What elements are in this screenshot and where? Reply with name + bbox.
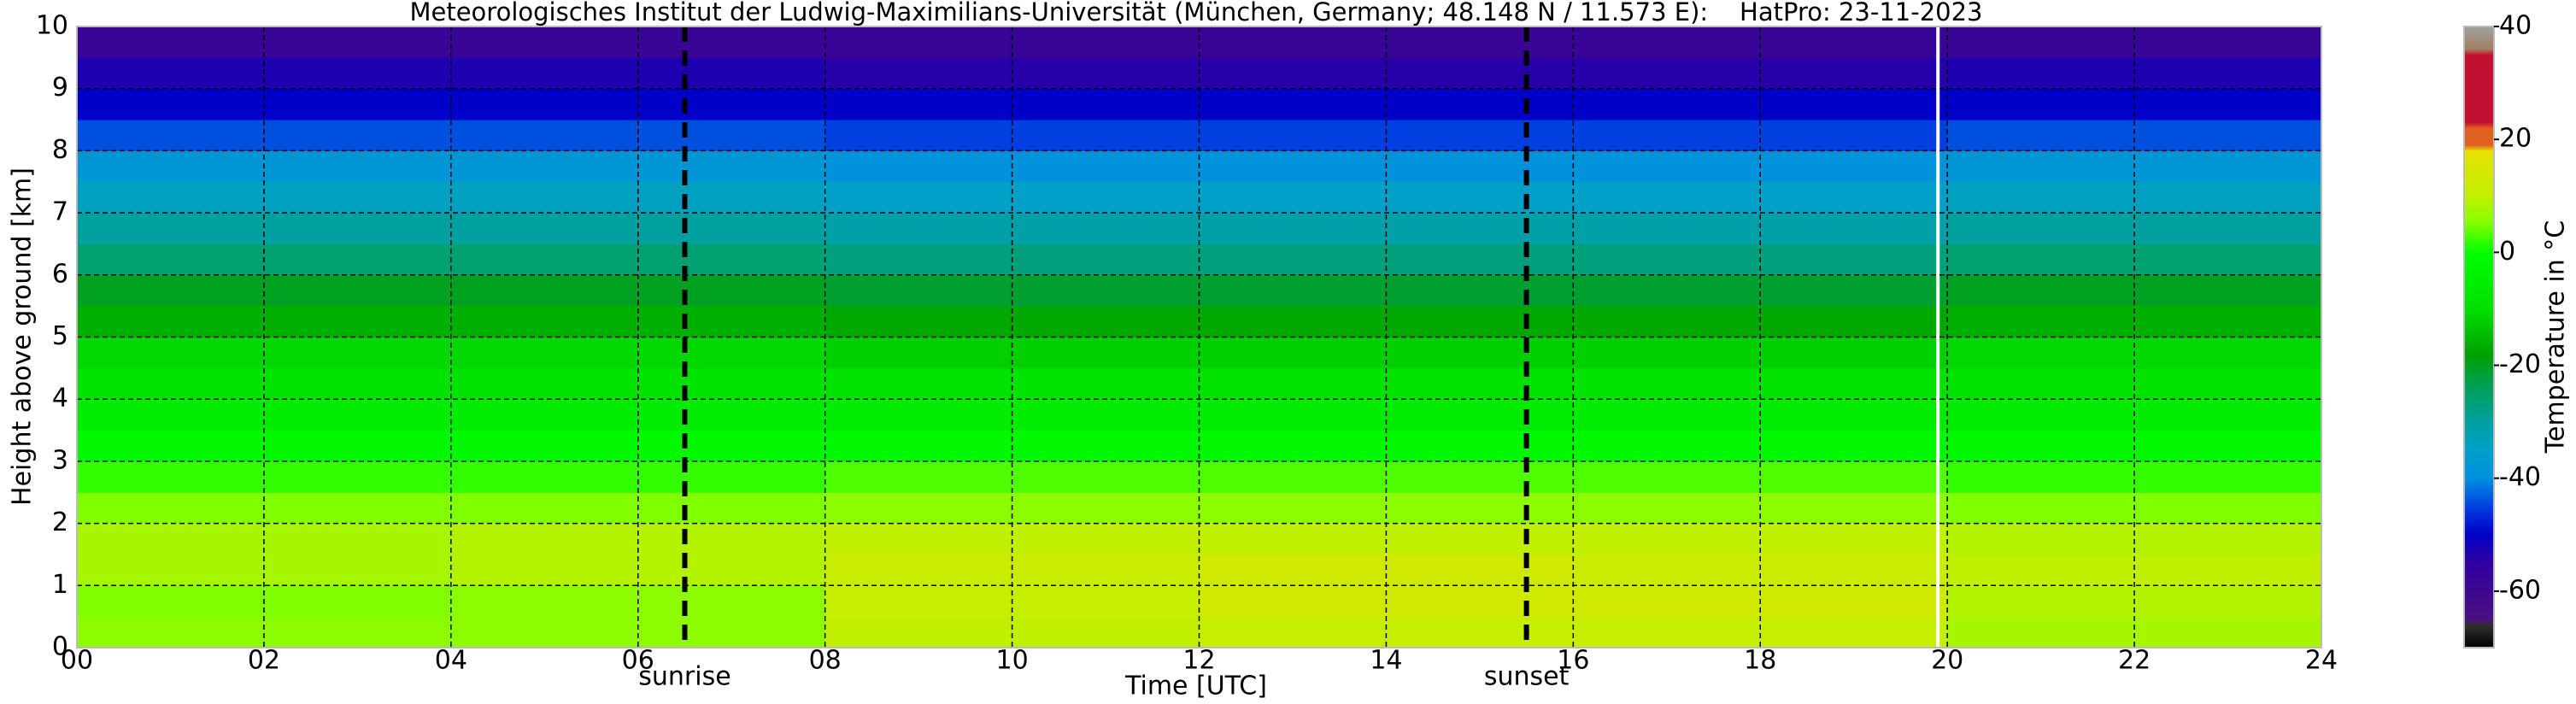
chart-title: Meteorologisches Institut der Ludwig-Max… xyxy=(409,0,1982,26)
x-tick-label: 06 xyxy=(622,646,654,676)
colorbar-segment xyxy=(2464,196,2494,225)
y-tick-label: 5 xyxy=(52,321,68,351)
colorbar-segment xyxy=(2464,224,2494,253)
colorbar-segment xyxy=(2464,127,2494,146)
colorbar-segment xyxy=(2464,354,2494,378)
colorbar-segment xyxy=(2464,49,2494,56)
x-tick-label: 18 xyxy=(1744,646,1776,676)
colorbar-segment xyxy=(2464,449,2494,479)
annotation-label: sunset xyxy=(1484,662,1570,692)
x-tick-label: 24 xyxy=(2305,646,2338,676)
colorbar-segment xyxy=(2464,619,2494,626)
x-tick-label: 04 xyxy=(435,646,467,676)
colorbar-tick-label: 40 xyxy=(2499,11,2532,41)
colorbar-segment xyxy=(2464,55,2494,123)
colorbar-label: Temperature in °C xyxy=(2541,220,2571,454)
y-tick-label: 0 xyxy=(52,632,68,662)
colorbar-segment xyxy=(2464,534,2494,564)
colorbar-tick-label: 0 xyxy=(2499,237,2515,267)
y-tick-label: 7 xyxy=(52,197,68,227)
y-tick-label: 4 xyxy=(52,384,68,414)
x-tick-label: 10 xyxy=(995,646,1028,676)
y-tick-label: 1 xyxy=(52,570,68,600)
colorbar-segment xyxy=(2464,144,2494,151)
x-tick-label: 12 xyxy=(1182,646,1215,676)
colorbar-segment xyxy=(2464,252,2494,309)
colorbar-segment xyxy=(2464,376,2494,423)
x-tick-label: 20 xyxy=(1931,646,1963,676)
colorbar-tick-label: -40 xyxy=(2499,462,2541,492)
x-tick-label: 08 xyxy=(809,646,842,676)
y-tick-label: 3 xyxy=(52,445,68,475)
colorbar-tick-label: -20 xyxy=(2499,349,2541,379)
colorbar-segment xyxy=(2464,506,2494,536)
x-tick-label: 16 xyxy=(1557,646,1589,676)
y-tick-label: 8 xyxy=(52,135,68,165)
colorbar-segment xyxy=(2464,562,2494,620)
x-tick-label: 22 xyxy=(2118,646,2151,676)
colorbar-segment xyxy=(2464,478,2494,507)
colorbar-frame xyxy=(2463,26,2495,648)
colorbar-segment xyxy=(2464,26,2494,50)
x-tick-label: 00 xyxy=(61,646,93,676)
y-tick-label: 10 xyxy=(36,11,68,41)
y-tick-label: 9 xyxy=(52,73,68,103)
x-tick-label: 02 xyxy=(248,646,280,676)
y-tick-label: 2 xyxy=(52,507,68,537)
colorbar-tick-label: 20 xyxy=(2499,124,2532,154)
colorbar-segment xyxy=(2464,308,2494,355)
colorbar-segment xyxy=(2464,122,2494,129)
colorbar-segment xyxy=(2464,150,2494,197)
x-axis-label: Time [UTC] xyxy=(1124,672,1267,701)
colorbar-segment xyxy=(2464,421,2494,451)
colorbar-tick-label: -60 xyxy=(2499,575,2541,605)
annotation-label: sunrise xyxy=(638,662,731,692)
plot-frame xyxy=(76,26,2322,648)
y-axis-label: Height above ground [km] xyxy=(8,167,38,506)
colorbar-segment xyxy=(2464,625,2494,648)
y-tick-label: 6 xyxy=(52,259,68,289)
x-tick-label: 14 xyxy=(1370,646,1402,676)
